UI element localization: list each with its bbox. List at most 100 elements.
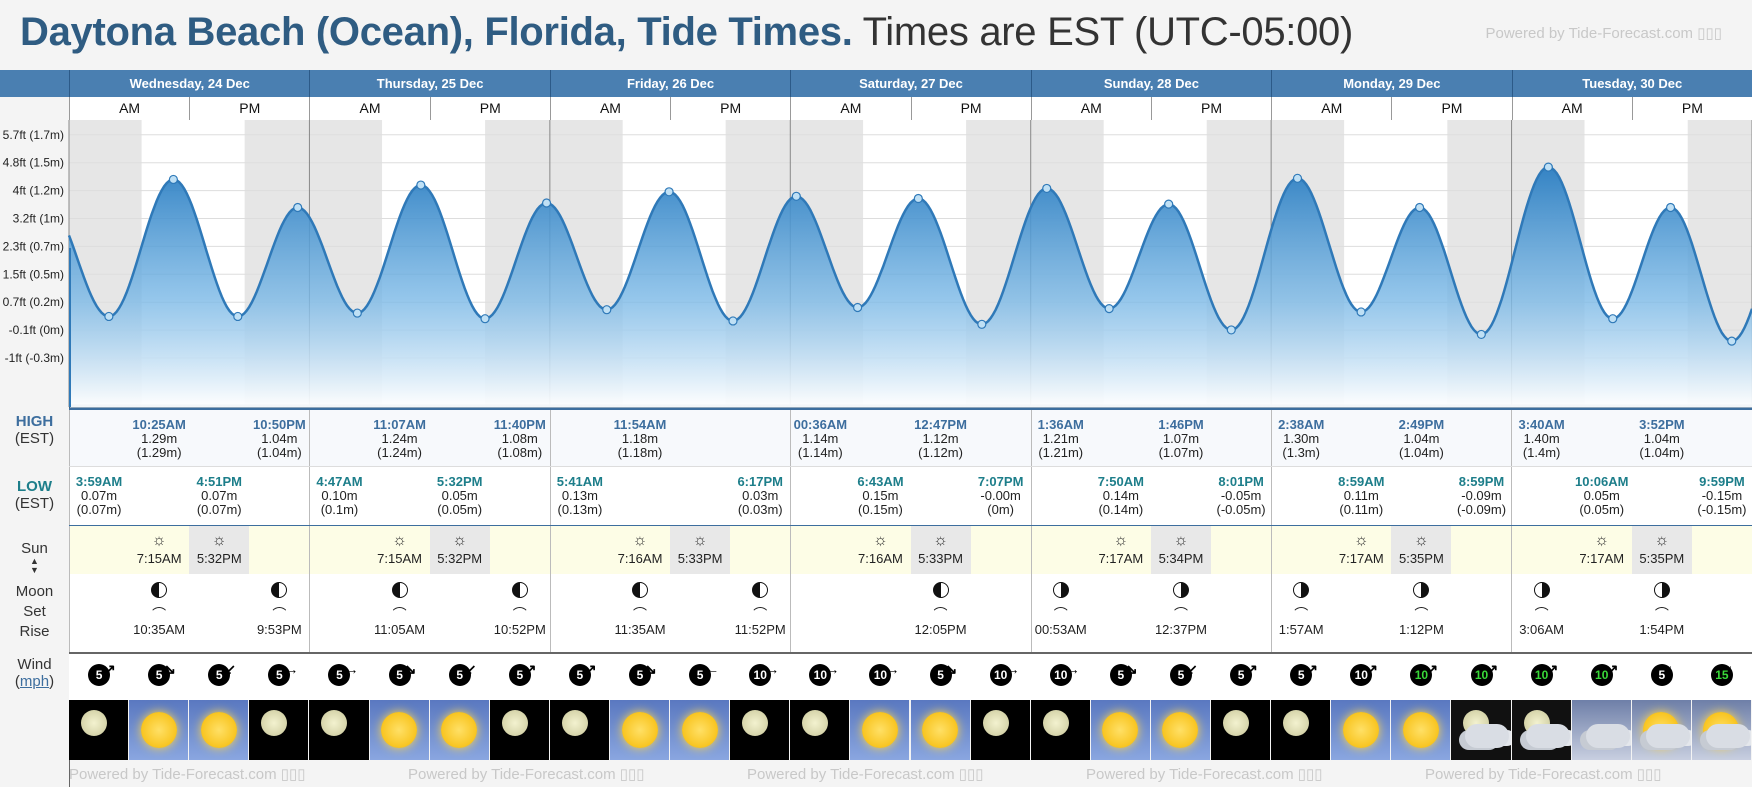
row-day-separator <box>1030 526 1032 574</box>
wind-speed-icon: 5 ↘ <box>629 661 657 686</box>
moon-event-cell: ⌒ 1:12PM <box>1391 582 1451 637</box>
wind-speed-icon: 5 ← <box>689 661 719 686</box>
low-tide-height-rounded: (-0.05m) <box>1216 502 1266 517</box>
wind-speed-icon: 5 ↙ <box>208 661 236 686</box>
sunset-cell: ☼ 5:33PM <box>670 526 731 574</box>
wind-arrow-icon: ↗ <box>104 661 116 677</box>
wind-speed-icon: 5 ↙ <box>1169 661 1198 686</box>
moonrise-set-icon: ⌒ <box>1173 606 1188 622</box>
wind-arrow-icon: → <box>765 661 780 677</box>
row-day-separator <box>1030 467 1032 525</box>
ampm-label: PM <box>910 97 1031 120</box>
sunrise-icon: ☼ <box>1353 532 1369 549</box>
sunset-icon: ☼ <box>452 532 468 549</box>
tide-extreme-point <box>1665 202 1676 213</box>
weather-moon-icon <box>970 700 1030 760</box>
weather-sun-icon <box>910 700 970 760</box>
y-tick-label: -1ft (-0.3m) <box>5 351 64 365</box>
wind-arrow-icon: ↓ <box>1726 661 1734 677</box>
high-tide-cell: 3:52PM 1.04m (1.04m) <box>1632 418 1692 460</box>
moon-phase-icon <box>391 582 408 598</box>
sunset-time: 5:35PM <box>1398 551 1444 566</box>
wind-speed-icon: 15 ↓ <box>1710 661 1734 686</box>
wind-arrow-icon: ↗ <box>1486 661 1499 677</box>
row-day-separator <box>69 574 70 652</box>
wind-row-label: Wind (mph) <box>0 656 69 690</box>
sun-label: Sun <box>21 540 48 557</box>
high-tide-time: 2:38AM <box>1278 417 1325 432</box>
wind-speed-icon: 5 ↗ <box>1230 661 1258 686</box>
low-tide-time: 7:07PM <box>977 474 1024 489</box>
moon-time: 1:12PM <box>1398 622 1444 637</box>
low-tide-height-rounded: (0.05m) <box>437 502 483 517</box>
low-tide-time: 4:51PM <box>196 474 243 489</box>
tide-area <box>69 167 1752 407</box>
high-tide-height-rounded: (1.3m) <box>1282 445 1320 460</box>
moon-time: 11:52PM <box>734 622 786 637</box>
y-tick-label: 1.5ft (0.5m) <box>3 267 64 281</box>
moonrise-set-icon: ⌒ <box>1414 606 1429 622</box>
high-tide-time: 11:40PM <box>493 417 546 432</box>
moon-event-cell: ⌒ 9:53PM <box>249 582 309 637</box>
wind-arrow-icon: ↙ <box>1185 661 1198 677</box>
high-tide-time: 3:52PM <box>1639 417 1685 432</box>
ampm-label: AM <box>549 97 670 120</box>
low-tide-height: 0.05m <box>441 488 478 503</box>
high-tide-height: 1.07m <box>1162 431 1200 446</box>
high-tide-height-rounded: (1.29m) <box>136 445 182 460</box>
weather-sun-icon <box>850 700 910 760</box>
moon-phase-icon <box>1413 582 1430 598</box>
wind-arrow-icon: ↓ <box>1666 661 1674 677</box>
sunset-time: 5:33PM <box>677 551 723 566</box>
wind-arrow-icon: ↘ <box>945 661 958 677</box>
sunrise-cell: ☼ 7:17AM <box>1572 526 1632 574</box>
tide-extreme-point <box>104 311 114 322</box>
powered-by-text: Powered by Tide-Forecast.com ▯▯▯ <box>69 766 306 783</box>
wind-unit-link[interactable]: mph <box>19 673 50 690</box>
high-tide-height-rounded: (1.18m) <box>617 445 663 460</box>
tide-extreme-point <box>1415 202 1425 213</box>
ampm-label: AM <box>1511 97 1632 120</box>
sunrise-time: 7:17AM <box>1098 551 1144 566</box>
moon-phase-icon <box>632 582 648 598</box>
high-tide-height: 1.29m <box>141 431 178 446</box>
high-tide-cell: 2:49PM 1.04m (1.04m) <box>1391 418 1451 460</box>
wind-speed-icon: 5 → <box>268 661 298 686</box>
wind-speed-icon: 10 ↗ <box>1530 661 1558 686</box>
tide-extreme-point <box>480 314 490 324</box>
moon-phase-icon <box>271 582 288 598</box>
high-tide-time: 1:46PM <box>1158 417 1204 432</box>
low-tide-height-rounded: (0.03m) <box>737 502 783 517</box>
wind-cell: 10 ↗ <box>1331 661 1391 686</box>
tide-extreme-point <box>1727 336 1737 346</box>
high-tide-cell: 1:46PM 1.07m (1.07m) <box>1151 418 1211 460</box>
sunrise-time: 7:16AM <box>617 551 663 566</box>
weather-moon-icon <box>1271 700 1331 760</box>
tide-extreme-point <box>1042 183 1052 194</box>
wind-speed-icon: 5 ↘ <box>929 661 957 686</box>
powered-by-top[interactable]: Powered by Tide-Forecast.com ▯▯▯ <box>1485 24 1722 42</box>
sunset-icon: ☼ <box>1414 532 1429 549</box>
wind-arrow-icon: ↘ <box>645 661 657 677</box>
weather-sun-icon <box>609 700 670 760</box>
sunset-icon: ☼ <box>692 532 708 549</box>
low-tide-time: 6:43AM <box>857 474 904 489</box>
low-tide-height: -0.09m <box>1461 488 1502 503</box>
sunset-cell: ☼ 5:34PM <box>1150 526 1212 574</box>
wind-cell: 5 ↘ <box>911 661 971 686</box>
ampm-label: AM <box>1271 97 1391 120</box>
wind-cell: 5 ↓ <box>1632 661 1692 686</box>
wind-cell: 5 ↗ <box>69 661 129 686</box>
low-tide-cell: 7:50AM 0.14m (0.14m) <box>1091 475 1151 517</box>
low-tide-cell: 6:17PM 0.03m (0.03m) <box>730 475 790 517</box>
low-tide-time: 4:47AM <box>316 474 363 489</box>
wind-cell: 10 → <box>971 661 1031 686</box>
day-header-7: Tuesday, 30 Dec <box>1511 70 1752 97</box>
wind-cell: 5 → <box>309 661 369 686</box>
wind-speed-icon: 10 ↗ <box>1590 661 1618 686</box>
moon-time: 9:53PM <box>256 622 302 637</box>
high-tide-time: 10:25AM <box>132 417 186 432</box>
low-tide-height-rounded: (0m) <box>987 502 1014 517</box>
wind-arrow-icon: → <box>284 661 299 677</box>
low-tide-height: 0.07m <box>80 488 118 503</box>
